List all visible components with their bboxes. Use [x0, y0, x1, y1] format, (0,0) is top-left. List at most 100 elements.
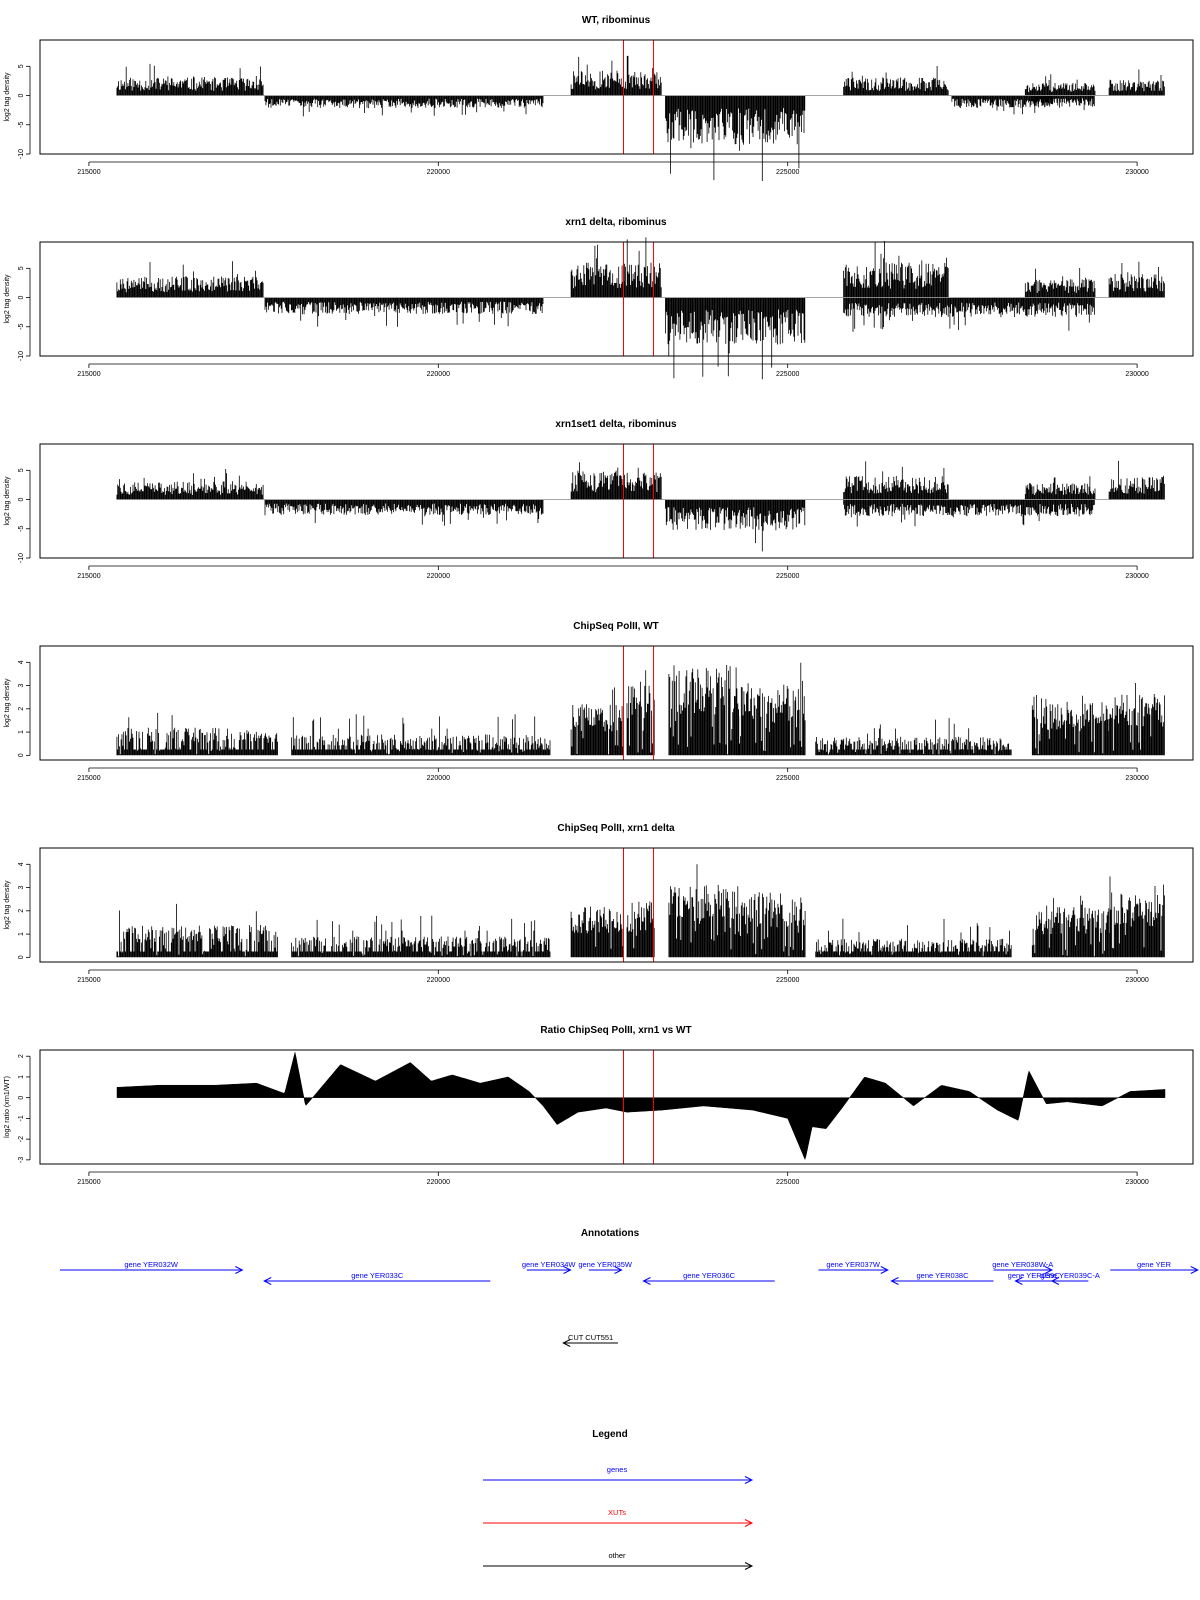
y-tick-label: 0	[18, 955, 25, 959]
y-tick-label: 1	[18, 1075, 25, 1079]
x-tick-label: 220000	[427, 573, 450, 580]
y-tick-label: 3	[18, 886, 25, 890]
gene-annotation: gene YER033C	[263, 1271, 491, 1285]
bar-segment-8	[1031, 695, 1110, 756]
x-tick-label: 225000	[776, 371, 799, 378]
gene-annotation: gene YER037W	[818, 1260, 889, 1274]
bar-segment-1	[116, 712, 278, 756]
plot-frame	[39, 847, 1194, 963]
bar-segment-6	[738, 662, 806, 756]
x-tick-label: 230000	[1125, 169, 1148, 176]
plot-frame	[39, 241, 1194, 357]
legend-item-xuts: XUTs	[483, 1508, 754, 1527]
bar-segment-9	[1108, 876, 1165, 958]
gene-arrow-head	[563, 1266, 572, 1274]
y-tick-label: 5	[18, 64, 25, 68]
x-axis: 215000 220000 225000 230000	[77, 565, 1149, 580]
bar-segment-7	[1024, 268, 1096, 298]
gene-annotation: gene YER036C	[642, 1271, 775, 1285]
x-tick-label: 215000	[77, 169, 100, 176]
x-tick-label: 220000	[427, 169, 450, 176]
y-tick-label: -3	[18, 1157, 25, 1163]
x-axis: 215000 220000 225000 230000	[77, 969, 1149, 984]
y-tick-label: -5	[18, 324, 25, 330]
y-tick-label: 4	[18, 660, 25, 664]
gene-arrow-head	[1044, 1266, 1054, 1274]
bar-segment-3	[570, 237, 662, 298]
bar-segment-5	[668, 665, 739, 756]
legend-arrow-head	[744, 1562, 754, 1570]
bar-segment-4	[626, 670, 655, 756]
legend-arrow-head	[744, 1476, 754, 1484]
legend-title: Legend	[592, 1429, 628, 1440]
bar-segment-8	[1108, 460, 1165, 500]
panel-title: xrn1 delta, ribominus	[565, 217, 667, 228]
panel-3: xrn1set1 delta, ribominus log2 tag densit…	[4, 419, 1194, 580]
x-tick-label: 230000	[1125, 573, 1148, 580]
bar-segment-6	[843, 499, 1095, 527]
bar-segment-3	[570, 906, 624, 958]
y-tick-label: -5	[18, 122, 25, 128]
data-bars	[116, 864, 1165, 958]
x-axis: 215000 220000 225000 230000	[77, 1171, 1149, 1186]
data-bars	[116, 662, 1165, 756]
plot-frame	[39, 645, 1194, 761]
y-tick-label: -2	[18, 1136, 25, 1142]
gene-label: gene YER	[1137, 1260, 1172, 1269]
bar-segment-7	[1024, 476, 1096, 500]
bar-segment-6	[843, 297, 1095, 332]
gene-annotation: gene YER032W	[60, 1260, 244, 1274]
plot-frame	[39, 1049, 1194, 1165]
gene-arrow-head	[614, 1266, 623, 1274]
data-bars	[116, 237, 1166, 380]
gene-label: gene YER039C-A	[1040, 1271, 1099, 1280]
bar-segment-5	[843, 66, 949, 96]
gene-label: gene YER035W	[578, 1260, 633, 1269]
y-axis-label: log2 ratio (xrn1/WT)	[4, 1076, 11, 1138]
gene-arrow-head	[235, 1266, 244, 1274]
legend-item-genes: genes	[483, 1465, 754, 1484]
bar-segment-9	[1108, 683, 1165, 756]
bar-segment-1	[116, 469, 264, 500]
annotations-title: Annotations	[581, 1228, 640, 1239]
x-tick-label: 220000	[427, 371, 450, 378]
bar-segment-5	[843, 241, 949, 298]
bar-segment-4	[665, 499, 806, 552]
panel-2: xrn1 delta, ribominus log2 tag density -10…	[4, 217, 1194, 380]
gene-annotation: gene YER039C-A	[1040, 1271, 1100, 1285]
legend-label: XUTs	[608, 1508, 626, 1517]
y-tick-label: 1	[18, 730, 25, 734]
x-tick-label: 225000	[776, 1179, 799, 1186]
x-tick-label: 225000	[776, 977, 799, 984]
x-axis: 215000 220000 225000 230000	[77, 363, 1149, 378]
other-arrow-head	[562, 1339, 571, 1347]
gene-annotation: gene YER039C	[1008, 1271, 1060, 1285]
annotations-panel: Annotations gene YER032W gene YER033C gene…	[60, 1228, 1199, 1347]
panel-4: ChipSeq PolII, WT log2 tag density 0 1 2 3 4 21…	[4, 621, 1194, 782]
y-tick-label: 2	[18, 909, 25, 913]
gene-arrow-head	[263, 1277, 272, 1285]
y-axis-label: log2 tag density	[4, 72, 11, 122]
y-tick-label: 0	[18, 93, 25, 97]
bar-segment-7	[1024, 74, 1096, 96]
y-tick-label: -1	[18, 1115, 25, 1121]
y-axis: 0 1 2 3 4	[18, 660, 31, 757]
plot-frame	[39, 443, 1194, 559]
x-tick-label: 215000	[77, 1179, 100, 1186]
x-tick-label: 215000	[77, 371, 100, 378]
other-annotation: CUT CUT551	[562, 1333, 618, 1347]
gene-arrow-head	[890, 1277, 899, 1285]
y-axis: -10 -5 0 5	[18, 468, 31, 563]
y-axis: 0 1 2 3 4	[18, 862, 31, 959]
y-tick-label: 5	[18, 266, 25, 270]
x-tick-label: 230000	[1125, 1179, 1148, 1186]
gene-label: gene YER033C	[351, 1271, 404, 1280]
x-tick-label: 220000	[427, 775, 450, 782]
bar-segment-8	[1108, 261, 1165, 298]
y-axis: -10 -5 0 5	[18, 266, 31, 361]
legend-arrow-head	[744, 1519, 754, 1527]
y-tick-label: -10	[18, 553, 25, 563]
legend-items: genes XUTs other	[483, 1465, 754, 1570]
